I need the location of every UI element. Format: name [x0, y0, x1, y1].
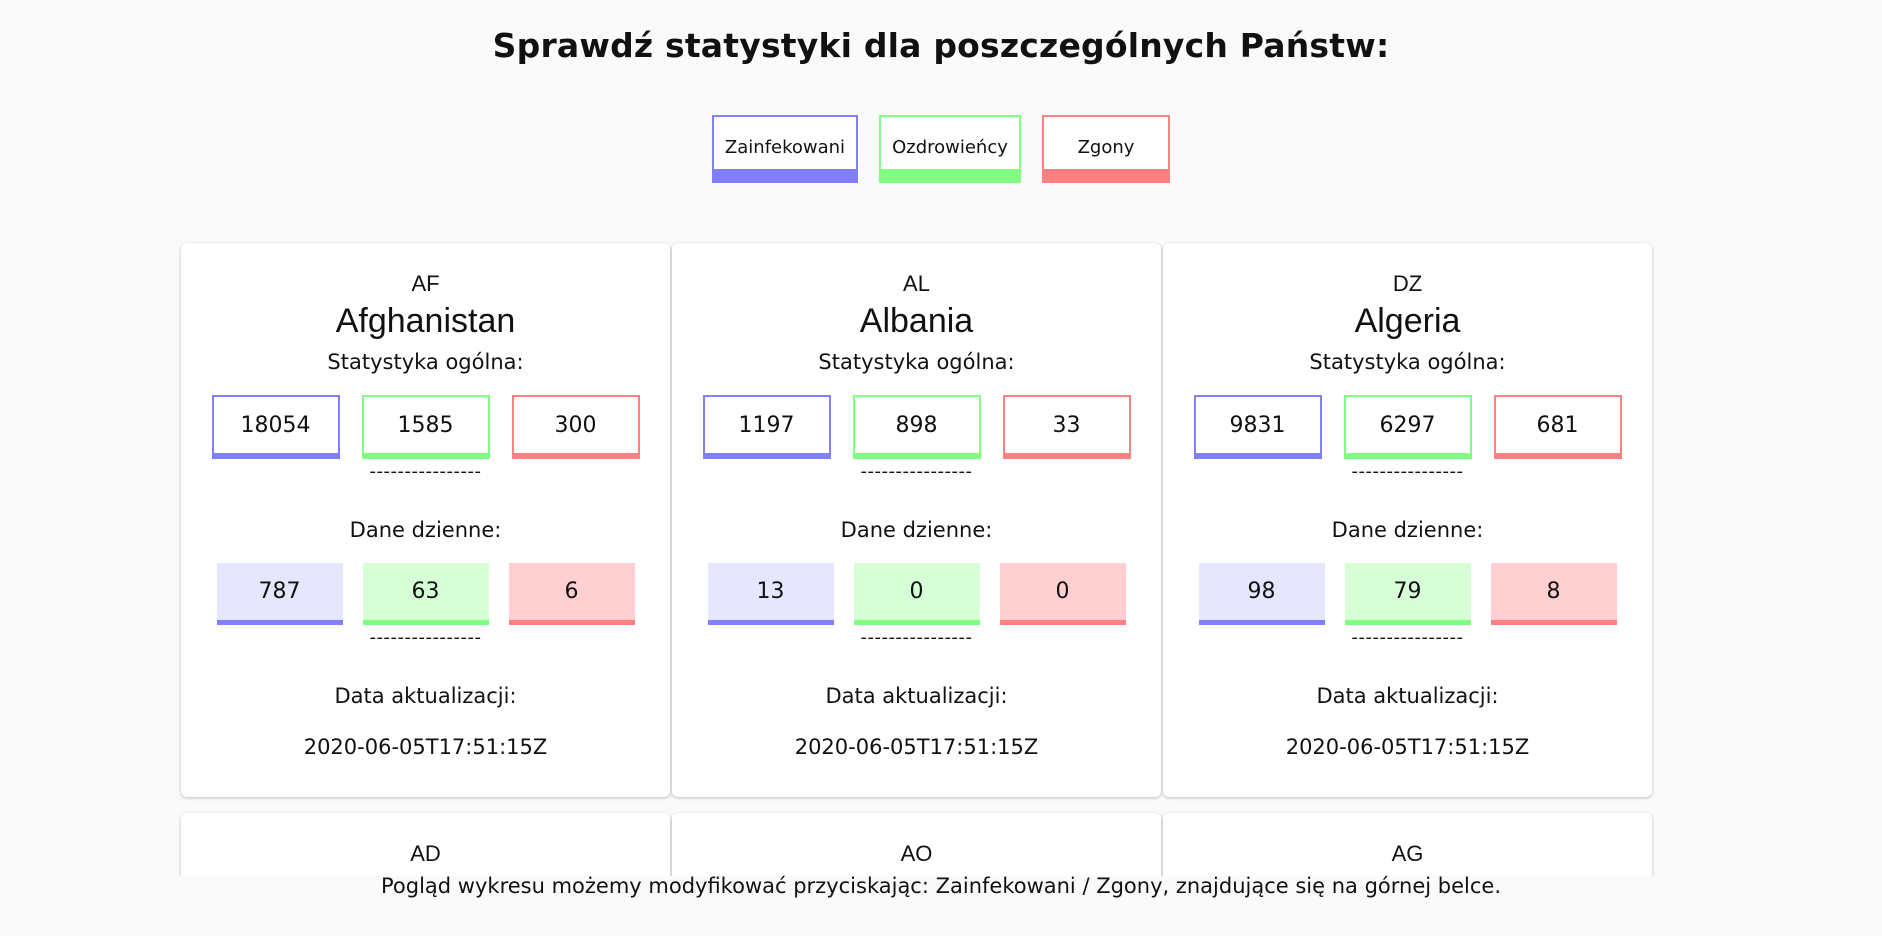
legend-bar: Zainfekowani Ozdrowieńcy Zgony — [0, 115, 1882, 183]
infected-toggle-button[interactable]: Zainfekowani — [712, 115, 858, 183]
separator: ---------------- — [1351, 461, 1464, 482]
country-code: AF — [411, 271, 440, 296]
daily-infected: 98 — [1198, 563, 1325, 625]
update-date-label: Data aktualizacji: — [1316, 684, 1499, 708]
daily-recovered: 79 — [1344, 563, 1471, 625]
country-card-grid: AF Afghanistan Statystyka ogólna: 18054 … — [181, 243, 1653, 933]
update-date-label: Data aktualizacji: — [334, 684, 517, 708]
separator: ---------------- — [860, 461, 973, 482]
separator: ---------------- — [369, 461, 482, 482]
country-name: Algeria — [1354, 302, 1461, 340]
separator: ---------------- — [860, 627, 973, 648]
daily-recovered: 0 — [853, 563, 980, 625]
update-date-value: 2020-06-05T17:51:15Z — [303, 735, 548, 759]
update-date-value: 2020-06-05T17:51:15Z — [794, 735, 1039, 759]
deaths-toggle-button[interactable]: Zgony — [1042, 115, 1170, 183]
total-infected: 9831 — [1193, 395, 1322, 459]
total-deaths: 33 — [1002, 395, 1131, 459]
update-date-label: Data aktualizacji: — [825, 684, 1008, 708]
total-recovered: 6297 — [1343, 395, 1472, 459]
total-infected: 18054 — [211, 395, 340, 459]
general-stats-row: 9831 6297 681 — [1163, 395, 1652, 459]
daily-stats-row: 787 63 6 — [181, 563, 670, 625]
daily-deaths: 6 — [508, 563, 635, 625]
daily-stats-label: Dane dzienne: — [1331, 518, 1484, 542]
general-stats-label: Statystyka ogólna: — [1309, 350, 1506, 374]
total-deaths: 300 — [511, 395, 640, 459]
daily-infected: 13 — [707, 563, 834, 625]
country-code: AD — [410, 841, 441, 866]
country-card: DZ Algeria Statystyka ogólna: 9831 6297 … — [1163, 243, 1652, 797]
update-date-value: 2020-06-05T17:51:15Z — [1285, 735, 1530, 759]
daily-stats-row: 13 0 0 — [672, 563, 1161, 625]
footer-note: Pogląd wykresu możemy modyfikować przyci… — [0, 876, 1882, 936]
separator: ---------------- — [369, 627, 482, 648]
general-stats-label: Statystyka ogólna: — [327, 350, 524, 374]
separator: ---------------- — [1351, 627, 1464, 648]
country-code: AL — [903, 271, 930, 296]
general-stats-row: 18054 1585 300 — [181, 395, 670, 459]
general-stats-label: Statystyka ogólna: — [818, 350, 1015, 374]
total-deaths: 681 — [1493, 395, 1622, 459]
daily-recovered: 63 — [362, 563, 489, 625]
daily-deaths: 8 — [1490, 563, 1617, 625]
total-recovered: 1585 — [361, 395, 490, 459]
daily-stats-row: 98 79 8 — [1163, 563, 1652, 625]
country-code: AO — [900, 841, 933, 866]
daily-stats-label: Dane dzienne: — [349, 518, 502, 542]
country-card: AF Afghanistan Statystyka ogólna: 18054 … — [181, 243, 670, 797]
general-stats-row: 1197 898 33 — [672, 395, 1161, 459]
page-title: Sprawdź statystyki dla poszczególnych Pa… — [492, 26, 1390, 65]
country-code: AG — [1391, 841, 1424, 866]
daily-infected: 787 — [216, 563, 343, 625]
total-recovered: 898 — [852, 395, 981, 459]
country-code: DZ — [1392, 271, 1423, 296]
country-card: AL Albania Statystyka ogólna: 1197 898 3… — [672, 243, 1161, 797]
daily-deaths: 0 — [999, 563, 1126, 625]
daily-stats-label: Dane dzienne: — [840, 518, 993, 542]
country-name: Afghanistan — [335, 302, 516, 340]
country-name: Albania — [859, 302, 974, 340]
total-infected: 1197 — [702, 395, 831, 459]
recovered-toggle-button[interactable]: Ozdrowieńcy — [879, 115, 1021, 183]
